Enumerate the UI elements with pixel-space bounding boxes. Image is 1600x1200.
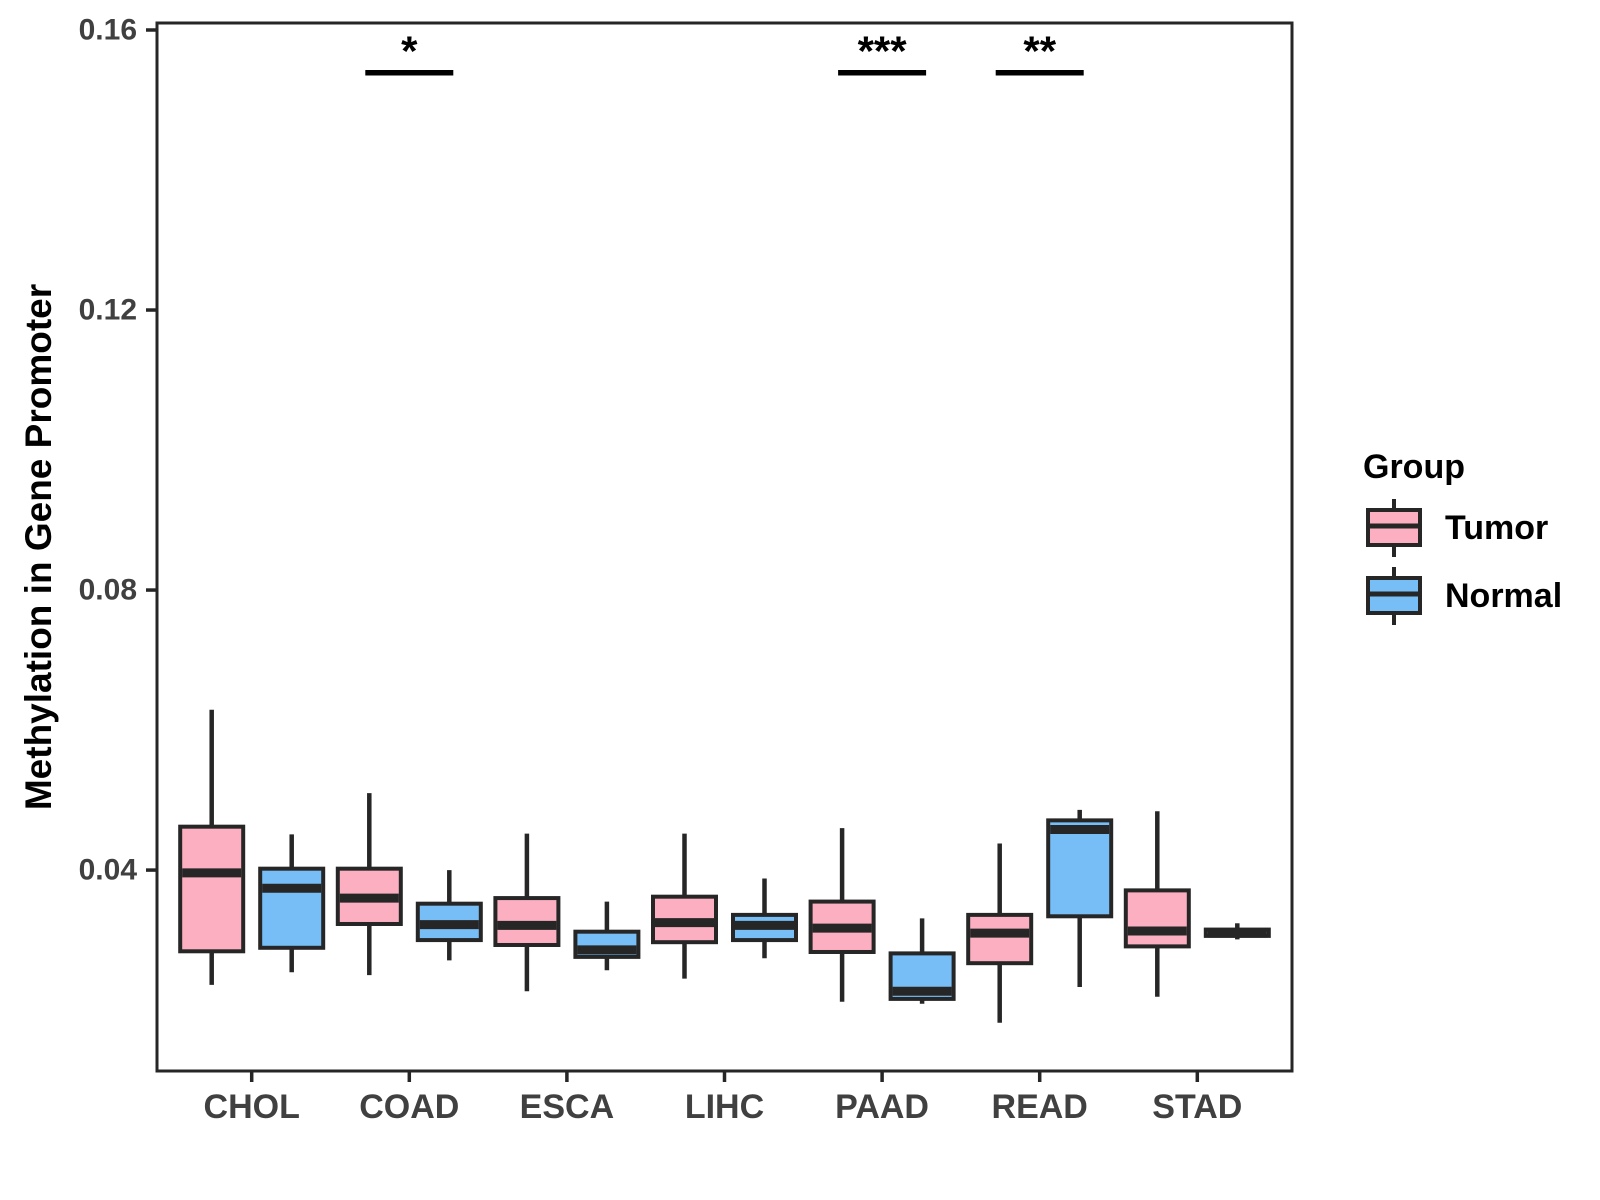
y-tick-label: 0.12 <box>79 294 137 327</box>
significance-label-read: ** <box>1023 28 1056 75</box>
panel-border <box>155 21 1294 1073</box>
x-tick-label: STAD <box>1152 1088 1242 1126</box>
legend-label-normal: Normal <box>1445 576 1563 615</box>
y-tick-label: 0.08 <box>79 574 137 607</box>
x-tick-label: CHOL <box>204 1088 300 1126</box>
y-tick-label: 0.04 <box>79 854 138 887</box>
x-tick-label: LIHC <box>685 1088 764 1126</box>
x-tick-label: READ <box>992 1088 1088 1126</box>
box-tumor-STAD <box>1123 888 1191 949</box>
legend-label-tumor: Tumor <box>1445 508 1549 547</box>
box-normal-CHOL <box>258 866 326 950</box>
legend: Group Tumor Normal <box>1340 448 1600 633</box>
legend-title: Group <box>1363 448 1465 486</box>
significance-label-coad: * <box>401 28 418 75</box>
significance-label-paad: *** <box>858 28 908 75</box>
x-tick-label: COAD <box>359 1088 459 1126</box>
box-normal-READ <box>1046 818 1114 919</box>
normal-boxplot-key-icon <box>1366 567 1422 625</box>
x-tick-label: ESCA <box>520 1088 614 1126</box>
box-tumor-CHOL <box>178 824 246 954</box>
y-tick-label: 0.16 <box>79 14 137 47</box>
box-tumor-READ <box>966 912 1034 966</box>
x-tick-label: PAAD <box>835 1088 929 1126</box>
tumor-boxplot-key-icon <box>1366 499 1422 557</box>
legend-item-normal: Normal <box>1340 565 1600 627</box>
legend-item-tumor: Tumor <box>1340 497 1600 559</box>
